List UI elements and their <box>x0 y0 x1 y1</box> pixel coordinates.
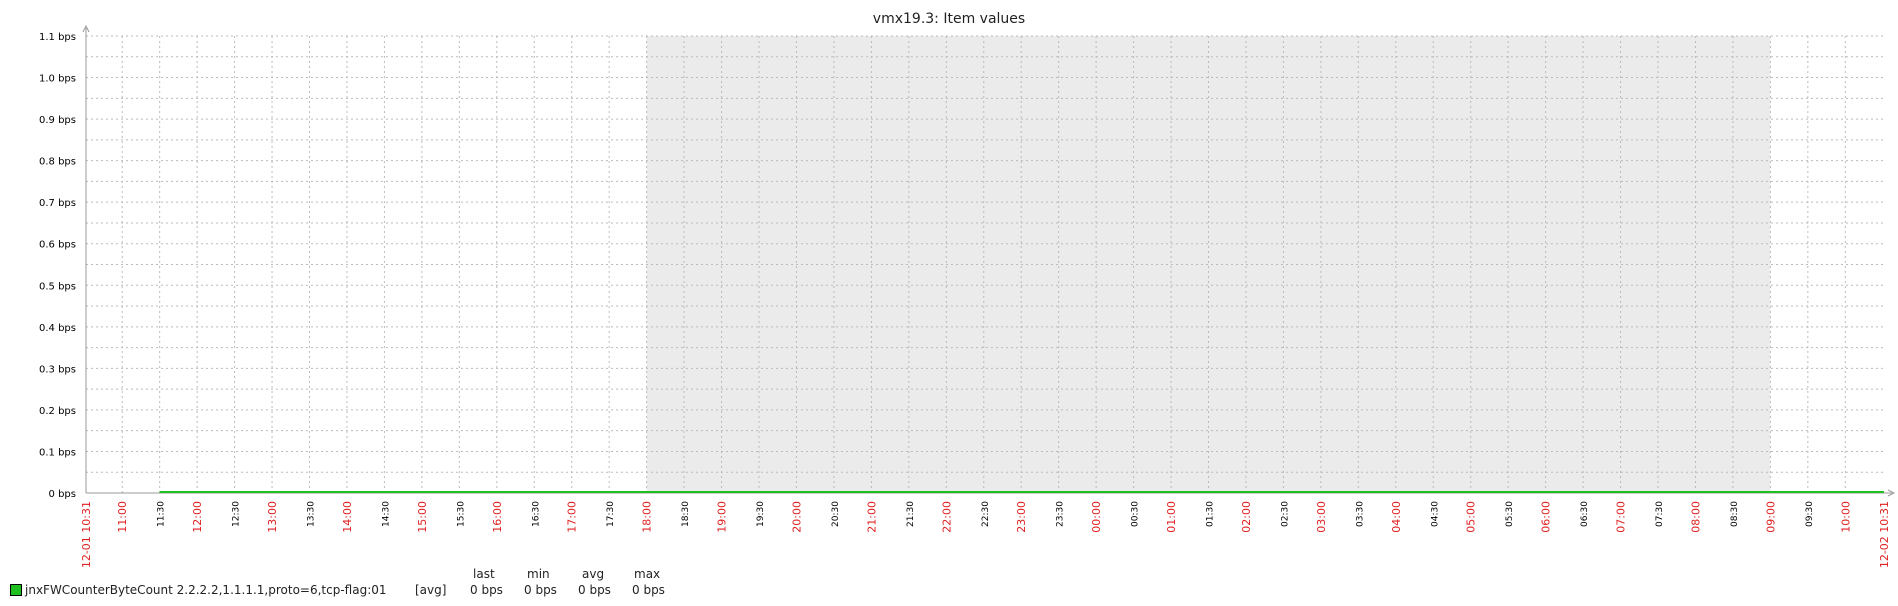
x-tick-label: 00:30 <box>1131 501 1141 527</box>
legend-series-min: 0 bps <box>524 583 557 597</box>
x-end-label: 12-02 10:31 <box>1878 501 1891 568</box>
x-tick-label: 08:30 <box>1730 501 1740 527</box>
x-tick-label: 17:30 <box>606 501 616 527</box>
x-tick-label: 12:00 <box>191 501 204 533</box>
x-tick-label: 21:00 <box>865 501 878 533</box>
x-axis-arrow <box>1887 489 1896 497</box>
x-tick-label: 18:30 <box>681 501 691 527</box>
x-tick-label: 04:30 <box>1430 501 1440 527</box>
x-tick-label: 03:30 <box>1355 501 1365 527</box>
y-tick-label: 1.1 bps <box>39 32 76 43</box>
y-tick-label: 0.2 bps <box>39 406 76 417</box>
x-tick-label: 00:00 <box>1090 501 1103 533</box>
x-tick-label: 06:00 <box>1540 501 1553 533</box>
x-tick-label: 22:00 <box>940 501 953 533</box>
x-tick-label: 03:00 <box>1315 501 1328 533</box>
legend-swatch <box>10 584 22 596</box>
x-tick-label: 22:30 <box>981 501 991 527</box>
y-tick-label: 0.1 bps <box>39 447 76 458</box>
x-tick-label: 20:00 <box>790 501 803 533</box>
x-tick-label: 13:00 <box>266 501 279 533</box>
x-tick-label: 01:00 <box>1165 501 1178 533</box>
x-start-label: 12-01 10:31 <box>80 501 93 568</box>
x-tick-label: 23:00 <box>1015 501 1028 533</box>
x-tick-label: 21:30 <box>906 501 916 527</box>
legend-series-max: 0 bps <box>632 583 665 597</box>
y-tick-label: 0.4 bps <box>39 323 76 334</box>
x-tick-label: 02:00 <box>1240 501 1253 533</box>
y-tick-label: 0.9 bps <box>39 115 76 126</box>
x-tick-label: 05:30 <box>1505 501 1515 527</box>
legend-series-name: jnxFWCounterByteCount 2.2.2.2,1.1.1.1,pr… <box>25 583 387 597</box>
x-tick-label: 23:30 <box>1056 501 1066 527</box>
x-tick-label: 06:30 <box>1580 501 1590 527</box>
x-tick-label: 16:00 <box>491 501 504 533</box>
legend-header-min: min <box>527 567 550 581</box>
legend-header-avg: avg <box>582 567 605 581</box>
x-tick-label: 01:30 <box>1206 501 1216 527</box>
x-tick-label: 05:00 <box>1465 501 1478 533</box>
x-tick-label: 18:00 <box>641 501 654 533</box>
y-tick-label: 0 bps <box>49 489 76 500</box>
legend-header-max: max <box>634 567 661 581</box>
x-tick-label: 12:30 <box>232 501 242 527</box>
legend-series-avg: 0 bps <box>578 583 611 597</box>
legend-series-func: [avg] <box>415 583 447 597</box>
x-tick-label: 19:00 <box>716 501 729 533</box>
x-tick-label: 15:00 <box>416 501 429 533</box>
x-tick-label: 07:00 <box>1615 501 1628 533</box>
y-tick-label: 0.7 bps <box>39 198 76 209</box>
x-tick-label: 02:30 <box>1280 501 1290 527</box>
x-tick-label: 08:00 <box>1689 501 1702 533</box>
y-tick-label: 0.3 bps <box>39 364 76 375</box>
x-tick-label: 19:30 <box>756 501 766 527</box>
x-tick-label: 15:30 <box>456 501 466 527</box>
x-tick-label: 09:00 <box>1764 501 1777 533</box>
x-tick-label: 09:30 <box>1805 501 1815 527</box>
x-tick-label: 04:00 <box>1390 501 1403 533</box>
x-tick-label: 10:00 <box>1839 501 1852 533</box>
x-tick-label: 16:30 <box>531 501 541 527</box>
legend-series-last: 0 bps <box>470 583 503 597</box>
x-tick-label: 11:00 <box>116 501 129 533</box>
y-tick-label: 0.8 bps <box>39 157 76 168</box>
x-tick-label: 13:30 <box>307 501 317 527</box>
x-tick-label: 14:00 <box>341 501 354 533</box>
x-tick-label: 20:30 <box>831 501 841 527</box>
legend-header-last: last <box>473 567 495 581</box>
y-tick-label: 0.5 bps <box>39 281 76 292</box>
y-axis-arrow <box>82 24 90 33</box>
y-tick-label: 0.6 bps <box>39 240 76 251</box>
x-tick-label: 14:30 <box>381 501 391 527</box>
x-tick-label: 07:30 <box>1655 501 1665 527</box>
x-tick-label: 11:30 <box>157 501 167 527</box>
y-tick-label: 1.0 bps <box>39 74 76 85</box>
x-tick-label: 17:00 <box>566 501 579 533</box>
chart-title: vmx19.3: Item values <box>873 11 1025 27</box>
